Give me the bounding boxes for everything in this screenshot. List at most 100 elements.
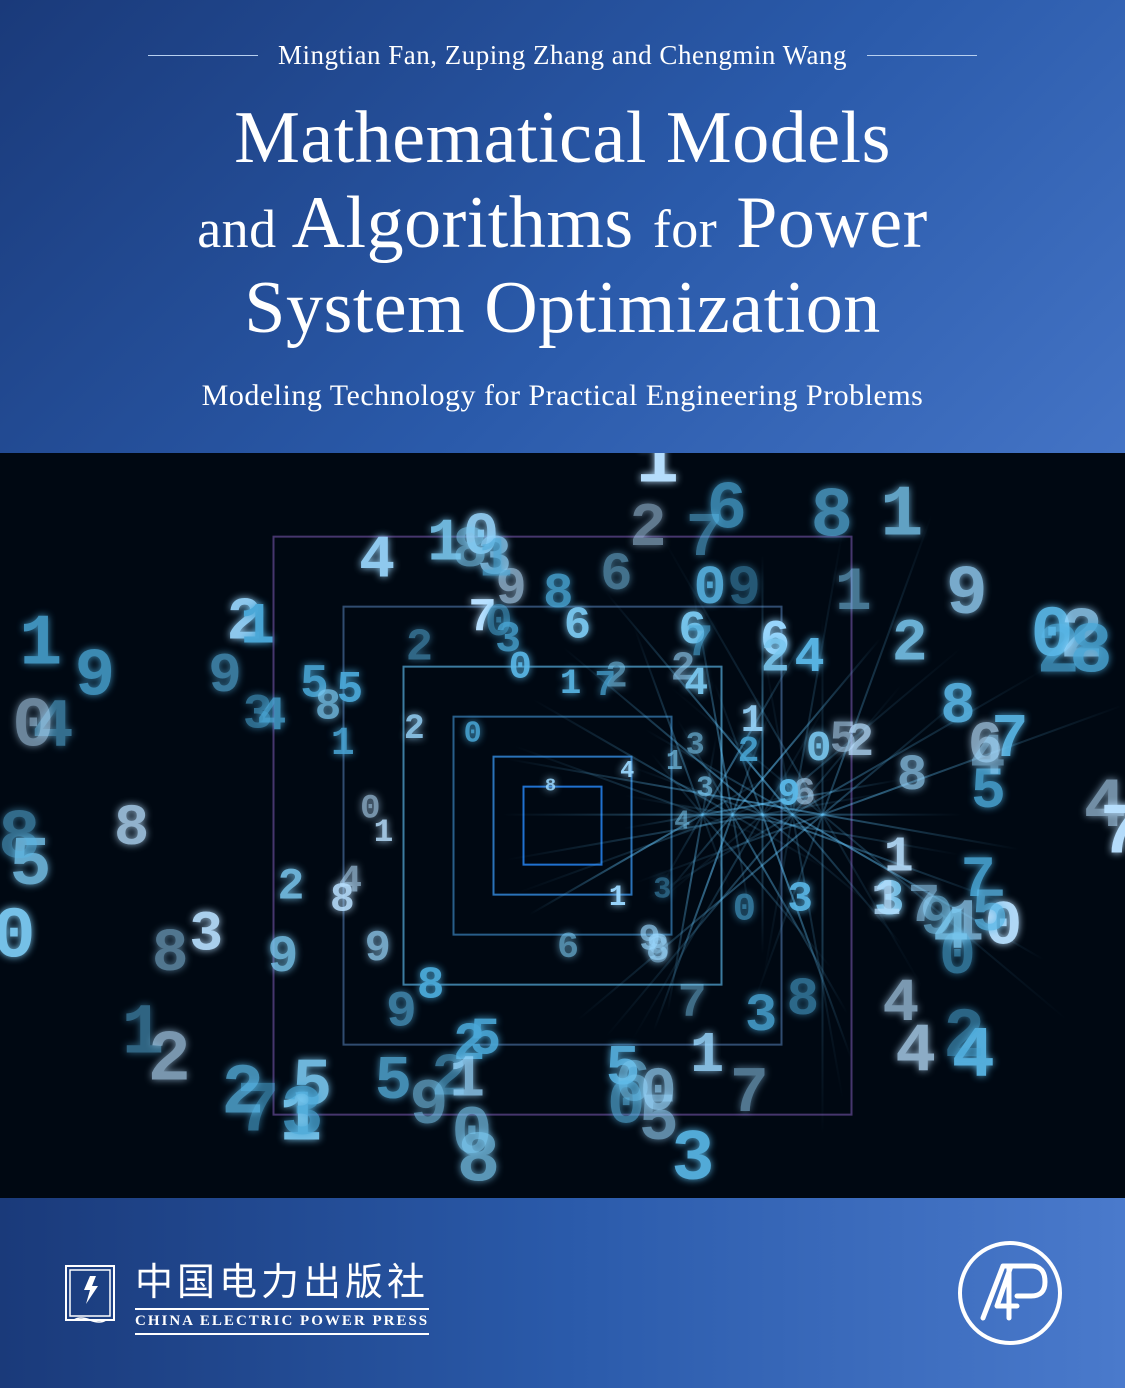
ap-logo-icon: [955, 1238, 1065, 1348]
cepp-chinese-name: 中国电力出版社: [135, 1251, 429, 1306]
floating-digit: 2: [892, 610, 928, 678]
floating-digit: 0: [806, 724, 832, 773]
floating-digit: 4: [794, 630, 824, 687]
floating-digit: 4: [970, 725, 1005, 792]
floating-digit: 8: [457, 1121, 500, 1198]
floating-digit: 2: [738, 731, 760, 772]
floating-digit: 1: [666, 745, 683, 778]
floating-digit: 1: [609, 881, 627, 914]
floating-digit: 5: [971, 880, 1008, 949]
title-part-2: Algorithms: [292, 182, 634, 264]
authors-row: Mingtian Fan, Zuping Zhang and Chengmin …: [50, 40, 1075, 71]
floating-digit: 0: [509, 646, 532, 690]
floating-digit: 7: [730, 1058, 769, 1131]
floating-digit: 9: [75, 639, 116, 715]
floating-digit: 4: [674, 807, 690, 837]
floating-digit: 4: [620, 758, 634, 785]
floating-digit: 5: [830, 714, 857, 766]
floating-digit: 0: [464, 717, 482, 751]
floating-digit: 3: [696, 772, 714, 805]
floating-digit: 8: [545, 775, 556, 797]
floating-digit: 9: [208, 645, 241, 708]
floating-digit: 3: [686, 727, 705, 763]
floating-digit: 8: [152, 920, 189, 989]
floating-digit: 5: [375, 1046, 412, 1117]
floating-digit: 1: [636, 453, 679, 503]
floating-digit: 8: [646, 928, 669, 972]
floating-digit: 8: [897, 748, 927, 805]
header-section: Mingtian Fan, Zuping Zhang and Chengmin …: [0, 0, 1125, 443]
book-title: Mathematical Models and Algorithms for P…: [50, 96, 1075, 351]
authors-text: Mingtian Fan, Zuping Zhang and Chengmin …: [278, 40, 847, 71]
floating-digit: 5: [337, 665, 363, 715]
floating-digit: 6: [557, 927, 579, 968]
floating-digit: 2: [761, 631, 790, 685]
cover-artwork: 9071374760459543151185836134281286242178…: [0, 453, 1125, 1198]
cepp-text-block: 中国电力出版社 CHINA ELECTRIC POWER PRESS: [135, 1251, 429, 1335]
title-part-4: System Optimization: [244, 267, 880, 349]
rule-right: [867, 55, 977, 56]
floating-digit: 1: [560, 663, 581, 704]
floating-digit: 9: [365, 925, 391, 974]
floating-digit: 0: [12, 688, 54, 768]
floating-digit: 8: [787, 970, 819, 1031]
publisher-cepp: 中国电力出版社 CHINA ELECTRIC POWER PRESS: [60, 1251, 429, 1335]
floating-digit: 1: [835, 560, 872, 629]
floating-digit: 8: [0, 799, 40, 879]
floating-digit: 8: [417, 960, 445, 1012]
floating-digit: 4: [339, 860, 362, 904]
floating-digit: 1: [19, 604, 62, 686]
floating-digit: 1: [880, 475, 923, 557]
floating-digit: 8: [1069, 611, 1112, 693]
floating-digit: 8: [114, 795, 149, 862]
floating-digit: 2: [148, 1020, 191, 1102]
digital-tunnel: 9071374760459543151185836134281286242178…: [0, 453, 1125, 1198]
floating-digit: 0: [694, 559, 727, 620]
title-for: for: [653, 199, 717, 259]
floating-digit: 9: [727, 556, 761, 620]
title-part-3: Power: [736, 182, 928, 264]
floating-digit: 3: [787, 875, 813, 923]
floating-digit: 6: [600, 545, 632, 606]
floating-digit: 9: [386, 984, 417, 1042]
rule-left: [148, 55, 258, 56]
floating-digit: 3: [189, 903, 223, 967]
book-cover: Mingtian Fan, Zuping Zhang and Chengmin …: [0, 0, 1125, 1388]
floating-digit: 9: [409, 1070, 448, 1143]
floating-digit: 4: [895, 1014, 936, 1091]
book-subtitle: Modeling Technology for Practical Engine…: [50, 379, 1075, 413]
floating-digit: 2: [629, 493, 666, 564]
floating-digit: 1: [479, 529, 513, 593]
floating-digit: 2: [406, 622, 433, 674]
floating-digit: 2: [404, 710, 425, 749]
floating-digit: 1: [690, 1024, 724, 1089]
floating-digit: 4: [1084, 769, 1125, 848]
floating-digit: 1: [449, 1046, 485, 1114]
title-and: and: [197, 199, 276, 259]
floating-digit: 3: [653, 873, 671, 907]
floating-digit: 3: [243, 687, 273, 743]
floating-digit: 9: [267, 928, 298, 987]
floating-digit: 2: [278, 863, 305, 913]
floating-digit: 8: [811, 478, 853, 558]
floating-digit: 1: [374, 814, 394, 851]
floating-digit: 1: [240, 595, 275, 661]
title-part-1: Mathematical Models: [234, 97, 891, 179]
floating-digit: 4: [359, 528, 395, 596]
floating-digit: 7: [594, 665, 615, 706]
floating-digit: 9: [778, 775, 801, 817]
floating-digit: 6: [564, 600, 591, 652]
floating-digit: 2: [943, 999, 985, 1078]
floating-digit: 3: [281, 1075, 324, 1155]
floating-digit: 4: [933, 899, 968, 966]
floating-digit: 0: [733, 887, 756, 931]
floating-digit: 9: [946, 555, 988, 634]
cepp-logo-icon: [60, 1258, 120, 1328]
floating-digit: 2: [221, 1054, 264, 1134]
floating-digit: 3: [745, 986, 777, 1047]
cepp-english-name: CHINA ELECTRIC POWER PRESS: [135, 1308, 429, 1335]
light-streak: [822, 614, 824, 1134]
floating-digit: 3: [671, 1119, 714, 1198]
floating-digit: 7: [686, 618, 713, 670]
footer-section: 中国电力出版社 CHINA ELECTRIC POWER PRESS: [0, 1198, 1125, 1388]
